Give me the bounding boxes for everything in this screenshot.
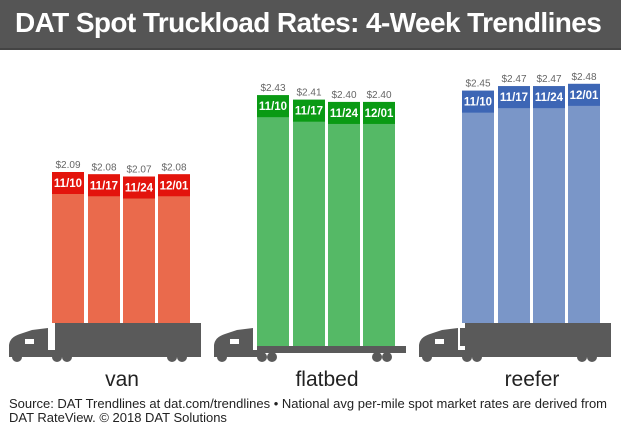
value-label: $2.43	[260, 83, 285, 94]
date-label-bg	[52, 172, 84, 194]
group-label-van: van	[105, 368, 139, 391]
date-label: 11/24	[535, 92, 564, 104]
bar-van-11/17	[88, 174, 120, 323]
date-label-bg	[88, 174, 120, 197]
date-label-bg	[257, 95, 289, 118]
value-label: $2.08	[91, 162, 116, 173]
value-label: $2.09	[55, 160, 80, 171]
value-label: $2.40	[331, 90, 356, 101]
date-label: 11/17	[500, 92, 528, 104]
source-note: Source: DAT Trendlines at dat.com/trendl…	[9, 396, 607, 425]
value-label: $2.07	[126, 165, 151, 176]
date-label-bg	[328, 101, 360, 124]
bar-reefer-11/17	[498, 86, 530, 324]
value-label: $2.40	[366, 90, 391, 101]
value-label: $2.41	[296, 88, 321, 99]
bar-reefer-12/01	[568, 83, 600, 323]
value-label: $2.47	[536, 74, 561, 85]
date-label: 12/01	[365, 108, 394, 120]
date-label-bg	[363, 101, 395, 124]
date-label: 11/17	[90, 180, 118, 192]
bar-van-11/24	[123, 176, 155, 323]
group-flatbed: 11/10 $2.43 11/17 $2.41 11/24 $2.40 12/01 $2.40…	[214, 83, 406, 391]
date-label: 12/01	[160, 180, 189, 192]
date-label-bg	[123, 176, 155, 199]
value-label: $2.47	[501, 74, 526, 85]
group-van: 11/10 $2.09 11/17 $2.08 11/24 $2.07 12/01 $2.08…	[9, 160, 201, 391]
bar-van-12/01	[158, 174, 190, 323]
group-label-flatbed: flatbed	[295, 368, 358, 391]
value-label: $2.08	[161, 162, 186, 173]
flatbed-truck-icon	[214, 328, 406, 362]
date-label: 11/10	[54, 178, 82, 190]
bar-flatbed-11/10	[257, 95, 289, 346]
date-label: 11/24	[125, 183, 154, 195]
date-label: 11/10	[464, 97, 492, 109]
date-label-bg	[462, 90, 494, 113]
date-label: 11/10	[259, 101, 287, 113]
bar-reefer-11/10	[462, 90, 494, 323]
bar-flatbed-12/01	[363, 101, 395, 346]
date-label: 11/17	[295, 106, 323, 118]
value-label: $2.48	[571, 72, 596, 83]
group-reefer: 11/10 $2.45 11/17 $2.47 11/24 $2.47 12/01 $2.48…	[419, 72, 611, 391]
header-bar: DAT Spot Truckload Rates: 4-Week Trendli…	[0, 0, 621, 50]
bar-flatbed-11/24	[328, 101, 360, 346]
date-label: 12/01	[570, 90, 599, 102]
bar-reefer-11/24	[533, 86, 565, 324]
value-label: $2.45	[465, 79, 490, 90]
date-label: 11/24	[330, 108, 359, 120]
group-label-reefer: reefer	[505, 368, 560, 391]
bar-flatbed-11/17	[293, 99, 325, 347]
van-truck-icon	[9, 323, 201, 362]
chart-title: DAT Spot Truckload Rates: 4-Week Trendli…	[15, 7, 602, 38]
date-label-bg	[533, 86, 565, 109]
reefer-truck-icon	[419, 323, 611, 362]
date-label-bg	[568, 83, 600, 106]
date-label-bg	[158, 174, 190, 197]
date-label-bg	[293, 99, 325, 122]
date-label-bg	[498, 86, 530, 109]
bar-van-11/10	[52, 172, 84, 323]
